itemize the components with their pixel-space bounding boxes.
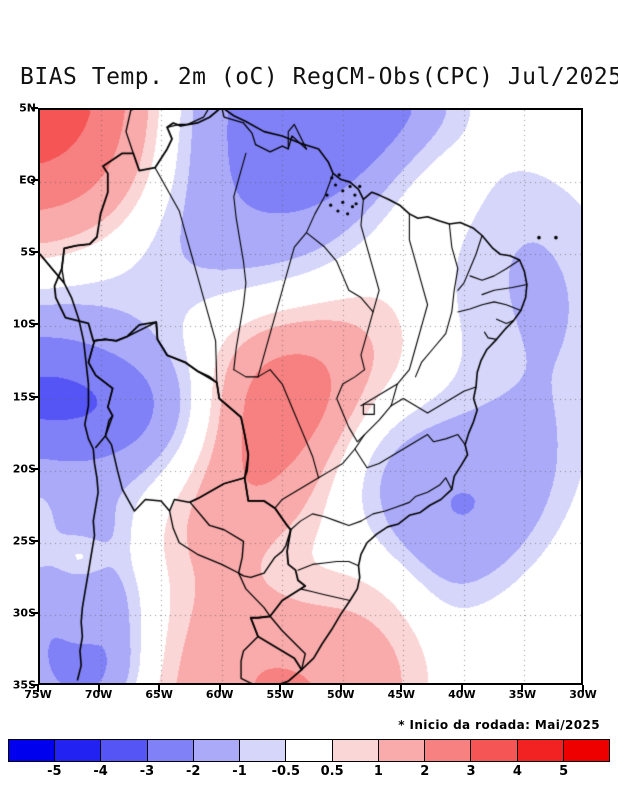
- x-tick-mark: [582, 685, 584, 692]
- y-tick-label: 30S: [12, 606, 36, 620]
- colorbar-segment[interactable]: [286, 740, 333, 761]
- page-title: BIAS Temp. 2m (oC) RegCM-Obs(CPC) Jul/20…: [20, 64, 618, 90]
- colorbar-segment[interactable]: [517, 740, 564, 761]
- x-tick-label: 30W: [569, 688, 597, 701]
- y-tick-label: 5N: [19, 101, 36, 115]
- colorbar-tick-label: 3: [466, 764, 476, 779]
- x-tick-mark: [400, 685, 403, 692]
- x-tick-mark: [97, 685, 100, 692]
- colorbar-segment[interactable]: [332, 740, 379, 761]
- x-tick-mark: [460, 685, 463, 692]
- colorbar-tick-label: 2: [420, 764, 430, 779]
- y-tick-mark: [31, 251, 38, 254]
- x-tick-mark: [218, 685, 221, 692]
- map-plot-area: [38, 108, 583, 685]
- colorbar-segment[interactable]: [101, 740, 148, 761]
- colorbar-tick-label: -0.5: [271, 764, 301, 779]
- y-tick-mark: [31, 323, 38, 326]
- x-tick-mark: [37, 685, 39, 692]
- y-tick-mark: [31, 611, 38, 614]
- colorbar-segment[interactable]: [9, 740, 56, 761]
- colorbar-tick-label: -3: [139, 764, 155, 779]
- run-start-footnote: * Inicio da rodada: Mai/2025: [398, 718, 600, 732]
- x-tick-label: 75W: [24, 688, 52, 701]
- colorbar[interactable]: [8, 739, 610, 762]
- y-tick-mark: [31, 395, 38, 398]
- y-tick-mark: [31, 539, 38, 542]
- colorbar-segment[interactable]: [193, 740, 241, 761]
- coastline-border-canvas: [40, 110, 581, 683]
- colorbar-tick-label: 4: [512, 764, 522, 779]
- colorbar-tick-label: 1: [373, 764, 383, 779]
- colorbar-segment[interactable]: [147, 740, 194, 761]
- y-tick-mark: [31, 467, 38, 470]
- y-tick-mark: [31, 179, 38, 182]
- x-tick-label: 60W: [205, 688, 234, 701]
- x-tick-label: 40W: [448, 688, 476, 701]
- colorbar-tick-label: 5: [559, 764, 569, 779]
- colorbar-tick-label: 0.5: [320, 764, 344, 779]
- colorbar-tick-label: -2: [185, 764, 201, 779]
- y-tick-mark: [31, 684, 38, 686]
- x-tick-mark: [339, 685, 342, 692]
- colorbar-segment[interactable]: [55, 740, 102, 761]
- colorbar-tick-label: -5: [47, 764, 62, 779]
- colorbar-segment[interactable]: [471, 740, 518, 761]
- x-tick-mark: [158, 685, 161, 692]
- y-tick-label: EQ: [19, 173, 36, 187]
- x-tick-label: 35W: [508, 688, 537, 701]
- colorbar-segment[interactable]: [240, 740, 287, 761]
- y-tick-label: 20S: [12, 462, 36, 476]
- y-tick-label: 25S: [12, 534, 36, 548]
- map-canvas-holder: [40, 110, 581, 683]
- x-tick-label: 50W: [327, 688, 355, 701]
- y-tick-label: 15S: [12, 390, 36, 403]
- colorbar-tick-label: -4: [93, 764, 108, 779]
- colorbar-segment[interactable]: [425, 740, 472, 761]
- x-tick-label: 55W: [266, 688, 294, 701]
- x-tick-mark: [279, 685, 282, 692]
- y-tick-label: 10S: [12, 317, 36, 331]
- colorbar-segment[interactable]: [378, 740, 426, 761]
- x-tick-label: 70W: [84, 688, 113, 701]
- x-tick-mark: [521, 685, 524, 692]
- colorbar-segment[interactable]: [563, 740, 610, 761]
- colorbar-tick-label: -1: [232, 764, 247, 779]
- y-tick-mark: [31, 107, 38, 109]
- x-tick-label: 45W: [387, 688, 416, 701]
- x-tick-label: 65W: [145, 688, 173, 701]
- y-tick-label: 5S: [20, 245, 36, 259]
- y-tick-label: 35S: [12, 678, 36, 692]
